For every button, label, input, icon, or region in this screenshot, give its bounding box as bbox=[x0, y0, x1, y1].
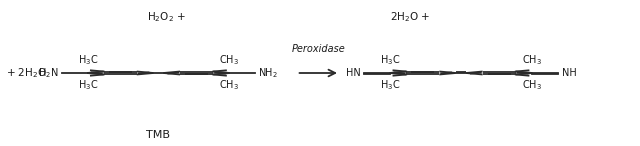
Text: CH$_3$: CH$_3$ bbox=[522, 79, 541, 92]
Text: Peroxidase: Peroxidase bbox=[291, 44, 345, 54]
Text: H$_3$C: H$_3$C bbox=[380, 79, 401, 92]
Text: CH$_3$: CH$_3$ bbox=[522, 54, 541, 67]
Text: CH$_3$: CH$_3$ bbox=[219, 79, 239, 92]
Text: 2H$_2$O +: 2H$_2$O + bbox=[390, 10, 430, 24]
Text: H$_3$C: H$_3$C bbox=[380, 54, 401, 67]
Text: + 2H$_2$O: + 2H$_2$O bbox=[6, 66, 47, 80]
Text: H$_2$N: H$_2$N bbox=[38, 66, 58, 80]
Text: TMB: TMB bbox=[147, 130, 170, 140]
Text: H$_2$O$_2$ +: H$_2$O$_2$ + bbox=[147, 10, 186, 24]
Text: CH$_3$: CH$_3$ bbox=[219, 54, 239, 67]
Text: NH: NH bbox=[561, 68, 577, 78]
Text: HN: HN bbox=[346, 68, 360, 78]
Text: NH$_2$: NH$_2$ bbox=[259, 66, 278, 80]
Text: H$_3$C: H$_3$C bbox=[77, 54, 98, 67]
Text: H$_3$C: H$_3$C bbox=[77, 79, 98, 92]
